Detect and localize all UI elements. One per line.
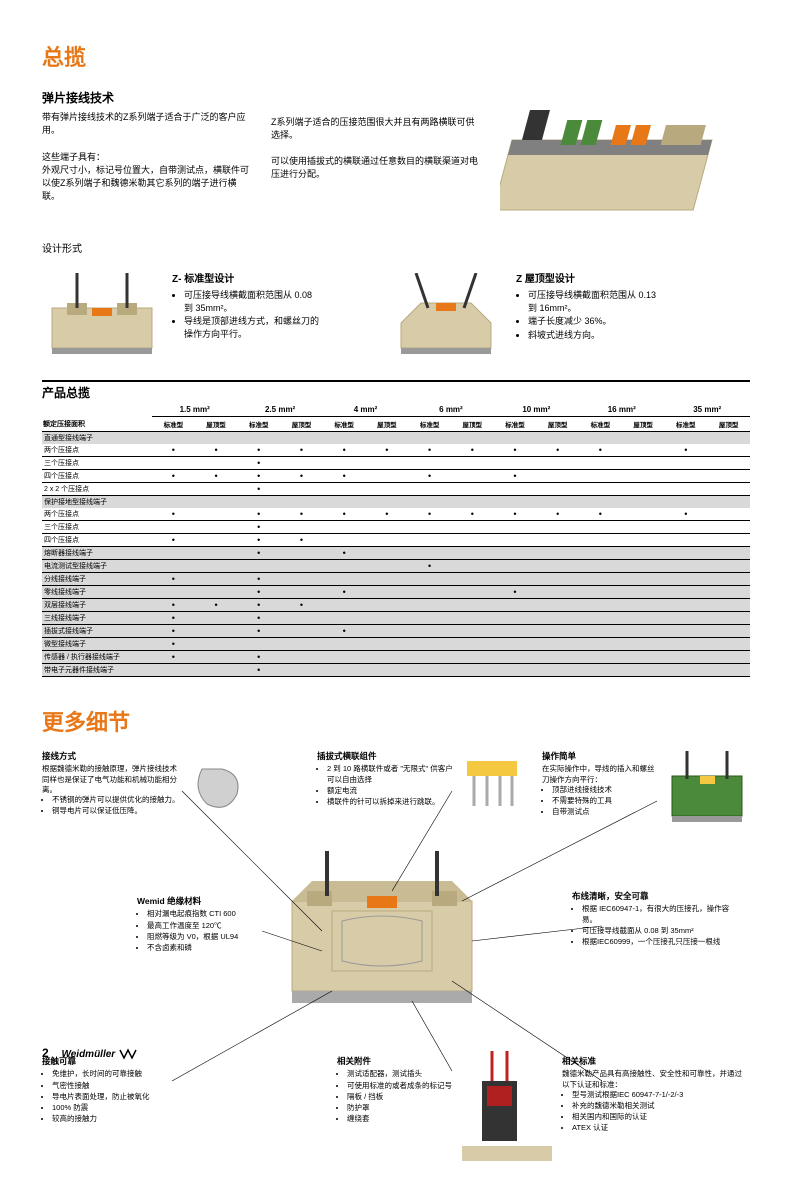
design-form-label: 设计形式 — [42, 240, 750, 255]
page-number: 2 — [42, 1046, 49, 1060]
intro-p2a: 这些端子具有： — [42, 151, 251, 164]
z-b2: 导线是顶部进线方式，和螺丝刀的操作方向平行。 — [184, 315, 322, 340]
green-terminal-image — [662, 751, 752, 826]
more-details-title: 更多细节 — [42, 705, 750, 737]
z-standard-image — [42, 273, 162, 358]
brand-logo: Weidmüller — [61, 1049, 115, 1060]
clip-image — [187, 759, 247, 819]
hero-product-image — [500, 90, 750, 240]
jumper-image — [462, 756, 532, 821]
callout-wemid: Wemid 绝缘材料 相对漏电起痕指数 CTI 600最高工作温度至 120℃阻… — [137, 896, 262, 954]
z-roof-image — [386, 273, 506, 358]
intro-section: 弹片接线技术 带有弹片接线技术的Z系列端子适合于广泛的客户应用。 这些端子具有：… — [42, 90, 750, 240]
intro-p4: 可以使用插拔式的横联通过任意数目的横联渠道对电压进行分配。 — [271, 155, 480, 181]
product-overview-title: 产品总揽 — [42, 380, 750, 401]
design-forms: 设计形式 Z- 标准型设计 可压接导线横截面积范围从 0.08 到 35mm²。 — [42, 240, 750, 358]
product-table: 额定压接面积1.5 mm²2.5 mm²4 mm²6 mm²10 mm²16 m… — [42, 403, 750, 677]
callout-contact: 接触可靠 免维护，长时间的可靠接触气密性接触导电片表面处理，防止被氧化100% … — [42, 1056, 172, 1125]
callout-accessories: 相关附件 测试适配器，测试插头可使用标准的或者成条的标记号隔板 / 挡板防护罩缠… — [337, 1056, 457, 1125]
callout-wiring: 布线清晰，安全可靠 根据 IEC60947-1，有很大的压接孔，操作容易。可压接… — [572, 891, 742, 948]
intro-p1: 带有弹片接线技术的Z系列端子适合于广泛的客户应用。 — [42, 111, 251, 137]
tech-subtitle: 弹片接线技术 — [42, 90, 251, 107]
callout-connection: 接线方式 根据魏德米勒的接触原理，弹片接线技术同样也是保证了电气功能和机械功能相… — [42, 751, 182, 817]
accessory-image — [462, 1051, 552, 1161]
roof-b1: 可压接导线横截面积范围从 0.13 到 16mm²。 — [528, 289, 666, 314]
details-diagram: 接线方式 根据魏德米勒的接触原理，弹片接线技术同样也是保证了电气功能和机械功能相… — [42, 751, 750, 1181]
roof-b2: 端子长度减少 36%。 — [528, 315, 666, 328]
z-standard-head: Z- 标准型设计 — [172, 273, 322, 287]
intro-p3: Z系列端子适合的压接范围很大并且有两路横联可供选择。 — [271, 116, 480, 142]
callout-standards: 相关标准 魏德米勒产品具有高接触性、安全性和可靠性，并通过以下认证和标准： 型号… — [562, 1056, 742, 1134]
intro-p2b: 外观尺寸小，标记号位置大，自带测试点，横联件可以使Z系列端子和魏德米勒其它系列的… — [42, 164, 251, 203]
page-title: 总揽 — [42, 40, 750, 72]
page-footer: 2 Weidmüller — [42, 1046, 138, 1060]
callout-easy: 操作简单 在实际操作中，导线的插入和螺丝刀操作方向平行： 顶部进线接线技术不需要… — [542, 751, 657, 818]
z-roof-head: Z 屋顶型设计 — [516, 273, 666, 287]
central-terminal-image — [272, 851, 492, 1021]
roof-b3: 斜坡式进线方向。 — [528, 329, 666, 342]
callout-jumper: 插拔式横联组件 2 到 10 路横联件或者 "无限式" 供客户可以自由选择额定电… — [317, 751, 457, 808]
z-b1: 可压接导线横截面积范围从 0.08 到 35mm²。 — [184, 289, 322, 314]
